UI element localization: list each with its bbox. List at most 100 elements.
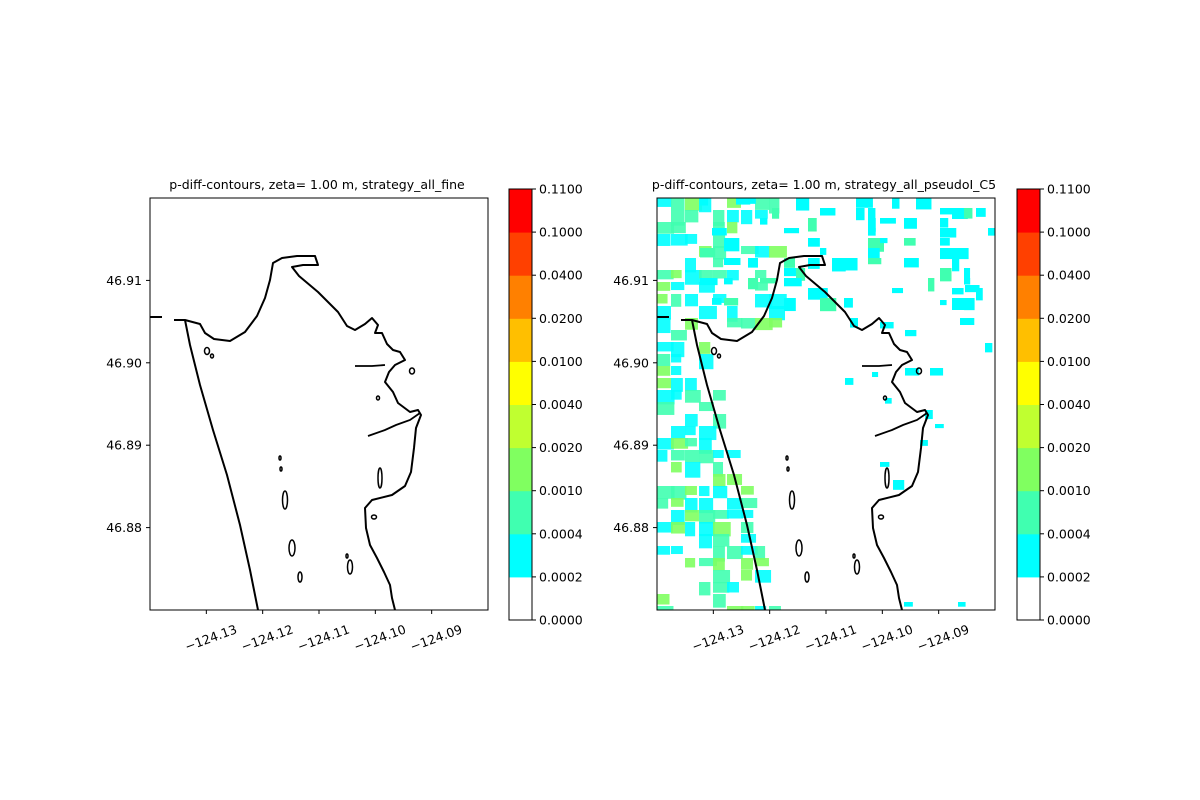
right-island-9: [804, 571, 810, 583]
field-cell: [741, 606, 755, 610]
left-island-13: [370, 514, 378, 520]
field-cell: [713, 234, 726, 249]
field-cell: [769, 294, 787, 310]
field-cell: [727, 582, 739, 593]
left-y-tick-label: 46.91: [106, 273, 142, 288]
field-cell: [741, 210, 753, 225]
field-cell: [685, 498, 698, 513]
field-cell: [657, 438, 674, 450]
field-cell: [868, 218, 876, 232]
right-island-11: [853, 559, 861, 575]
field-spot: [920, 440, 928, 446]
field-cell: [784, 268, 800, 277]
field-cell: [820, 248, 827, 255]
field-cell: [755, 246, 770, 258]
left-island-2: [209, 353, 215, 359]
field-cell: [685, 318, 698, 330]
field-cell: [713, 522, 731, 537]
right-island-10: [852, 553, 856, 559]
field-spot: [904, 602, 913, 607]
left-colorbar-label: 0.0000: [539, 613, 583, 628]
field-cell: [769, 246, 787, 258]
field-cell: [856, 198, 873, 208]
field-cell: [741, 486, 754, 495]
field-spot: [985, 343, 993, 353]
field-cell: [755, 546, 766, 560]
right-x-tick-label: −124.10: [859, 621, 915, 654]
field-cell: [748, 258, 758, 268]
right-coastline-main: [657, 255, 929, 610]
field-cell: [727, 306, 738, 322]
field-cell: [671, 378, 683, 392]
field-cell: [755, 294, 773, 308]
left-colorbar-label: 0.0004: [539, 526, 583, 541]
field-cell: [727, 270, 739, 281]
field-spot: [930, 368, 944, 376]
field-cell: [868, 228, 876, 236]
right-panel-title: p-diff-contours, zeta= 1.00 m, strategy_…: [652, 177, 996, 192]
right-island-3: [882, 395, 888, 401]
field-cell: [952, 248, 969, 260]
field-cell: [820, 208, 836, 216]
left-island-8: [288, 539, 296, 557]
field-spot: [905, 368, 920, 376]
field-cell: [952, 208, 968, 220]
field-cell: [685, 558, 696, 568]
left-island-7: [281, 490, 289, 510]
field-cell: [755, 198, 770, 210]
left-coastline: [150, 255, 422, 610]
field-spot: [880, 462, 890, 467]
left-colorbar-label: 0.0020: [539, 440, 583, 455]
right-colorbar-label: 0.0020: [1047, 440, 1091, 455]
right-colorbar-label: 0.1100: [1047, 182, 1091, 197]
field-cell: [755, 210, 768, 219]
field-spot: [885, 398, 892, 404]
field-cell: [769, 306, 786, 321]
field-cell: [748, 198, 756, 204]
left-colorbar-label: 0.0200: [539, 311, 583, 326]
right-colorbar-segment: [1017, 232, 1040, 276]
field-cell: [671, 426, 686, 439]
field-cell: [685, 234, 698, 244]
field-cell: [736, 198, 751, 205]
field-cell: [685, 210, 699, 223]
right-x-tick-label: −124.12: [746, 621, 802, 654]
field-cell: [699, 498, 714, 514]
field-cell: [741, 510, 754, 519]
right-colorbar-segment: [1017, 490, 1040, 535]
field-cell: [671, 522, 685, 534]
field-cell: [760, 278, 777, 284]
field-cell: [657, 522, 673, 533]
field-cell: [713, 534, 730, 547]
field-cell: [741, 546, 758, 555]
right-island-12: [884, 467, 890, 489]
field-cell: [772, 208, 780, 219]
field-cell: [713, 258, 724, 268]
field-cell: [713, 474, 726, 487]
field-cell: [699, 582, 711, 596]
field-cell: [685, 294, 699, 307]
left-island-4: [408, 367, 416, 375]
left-colorbar-label: 0.0400: [539, 268, 583, 283]
right-colorbar-label: 0.0400: [1047, 268, 1091, 283]
right-colorbar-segment: [1017, 189, 1040, 233]
field-cell: [755, 282, 768, 291]
left-panel: p-diff-contours, zeta= 1.00 m, strategy_…: [106, 177, 583, 654]
right-map-area: [657, 198, 995, 610]
field-cell: [713, 462, 724, 477]
field-cell: [820, 288, 828, 299]
field-spot: [872, 372, 879, 378]
field-cell: [952, 298, 968, 310]
field-cell: [685, 486, 697, 495]
right-island-4: [915, 367, 923, 375]
left-x-tick-label: −124.13: [183, 621, 239, 654]
left-colorbar-label: 0.1100: [539, 182, 583, 197]
field-cell: [699, 438, 712, 454]
left-colorbar-segment: [509, 447, 532, 492]
field-cell: [856, 208, 865, 221]
left-colorbar-segment: [509, 533, 532, 578]
field-cell: [671, 282, 685, 291]
field-cell: [892, 198, 900, 209]
field-cell: [671, 510, 685, 525]
field-cell: [904, 218, 917, 229]
